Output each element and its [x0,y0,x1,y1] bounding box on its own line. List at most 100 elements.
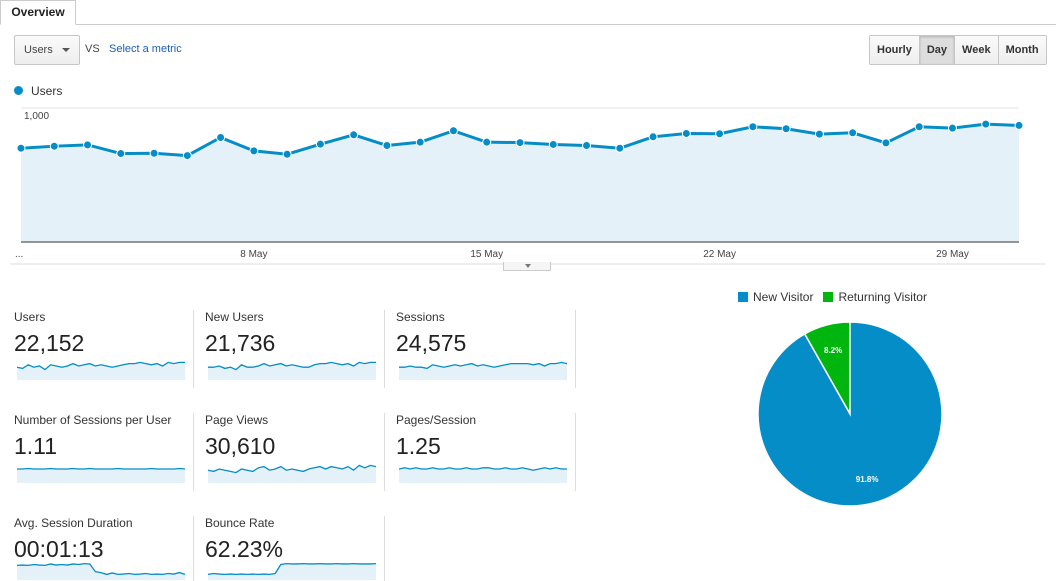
chart-legend: Users [14,84,62,98]
metric-label: Bounce Rate [205,516,275,530]
sparkline-area [208,362,376,380]
legend-label: Returning Visitor [838,290,927,304]
sparkline-line [16,562,186,576]
metric-tile-pages-per-session[interactable]: Pages/Session 1.25 [396,413,576,491]
metric-tile-users[interactable]: Users 22,152 [14,310,194,388]
data-point[interactable] [83,140,93,150]
legend-item-new-visitor[interactable]: New Visitor [738,290,813,304]
data-point[interactable] [914,122,924,132]
metric-value: 30,610 [205,433,276,459]
data-point[interactable] [881,138,891,148]
metric-value: 22,152 [14,330,85,356]
tab-overview[interactable]: Overview [0,0,76,25]
metric-label: Sessions [396,310,445,324]
data-point[interactable] [548,139,558,149]
data-point[interactable] [282,149,292,159]
sparkline [207,464,377,483]
data-point[interactable] [648,132,658,142]
x-tick-label: 22 May [703,249,736,260]
data-point[interactable] [515,138,525,148]
sparkline-area [17,563,185,580]
sparkline [207,562,377,580]
sparkline-area [17,468,185,483]
sparkline-area [399,467,567,483]
data-point[interactable] [448,126,458,136]
metric-tile-new-users[interactable]: New Users 21,736 [205,310,385,388]
collapse-chart-toggle[interactable] [503,262,551,271]
metric-tile-bounce-rate[interactable]: Bounce Rate 62.23% [205,516,385,581]
data-point[interactable] [748,122,758,132]
tab-bar: Overview [0,0,1056,25]
metric-label: Users [14,310,46,324]
metric-select[interactable]: Users [14,35,80,65]
metric-value: 1.11 [14,433,58,459]
period-week-button[interactable]: Week [955,36,999,64]
metric-tile-avg-session-duration[interactable]: Avg. Session Duration 00:01:13 [14,516,194,581]
data-point[interactable] [182,151,192,161]
metric-label: Pages/Session [396,413,477,427]
metric-value: 21,736 [205,330,276,356]
data-point[interactable] [681,128,691,138]
pie-slice-new-visitor[interactable] [757,321,943,507]
pie-slice-label: 91.8% [856,475,879,484]
legend-label: New Visitor [753,290,814,304]
sparkline [16,361,185,380]
x-tick-label: 29 May [936,249,969,260]
data-point[interactable] [947,123,957,133]
data-point[interactable] [482,137,492,147]
sparkline-line [398,467,567,471]
legend-swatch [738,292,748,302]
vs-label: VS [85,43,100,55]
data-point[interactable] [216,132,226,142]
data-point[interactable] [382,141,392,151]
x-tick-label: 15 May [470,249,503,260]
sparkline [17,467,186,483]
metric-tile-sessions[interactable]: Sessions 24,575 [396,310,576,388]
sparkline-line [399,361,568,370]
period-toggle: Hourly Day Week Month [869,35,1047,65]
data-point[interactable] [582,141,592,151]
data-point[interactable] [415,137,425,147]
data-point[interactable] [116,149,126,159]
data-point[interactable] [349,130,359,140]
data-point[interactable] [848,128,858,138]
legend-item-returning-visitor[interactable]: Returning Visitor [823,290,927,304]
metric-tile-sessions-per-user[interactable]: Number of Sessions per User 1.11 [14,413,194,491]
sparkline-line [207,562,377,576]
chevron-down-icon [62,48,70,52]
data-point[interactable] [981,119,991,129]
sparkline-line [208,361,376,371]
legend-dot-icon [14,86,23,95]
metric-tile-page-views[interactable]: Page Views 30,610 [205,413,385,491]
visitor-pie-chart: 8.2% 91.8% [757,321,943,507]
y-tick-label: 1,000 [24,111,49,122]
legend-swatch [823,292,834,302]
data-point[interactable] [149,148,159,158]
data-point[interactable] [781,124,791,134]
x-tick-label: ... [15,249,23,260]
data-point[interactable] [715,129,725,139]
pie-slice-label: 8.2% [824,346,842,355]
period-month-button[interactable]: Month [998,36,1046,64]
select-metric-link[interactable]: Select a metric [109,43,182,55]
sparkline-line [16,361,185,371]
period-day-button[interactable]: Day [919,36,956,64]
pie-legend: New Visitor Returning Visitor [738,290,937,304]
data-point[interactable] [1014,120,1024,130]
metric-value: 62.23% [205,536,284,562]
data-point[interactable] [315,139,325,149]
data-point[interactable] [814,129,824,139]
metric-value: 1.25 [396,433,441,459]
data-point[interactable] [49,141,59,151]
data-point[interactable] [16,143,26,153]
sparkline [399,361,568,380]
sparkline [16,562,186,580]
data-point[interactable] [615,143,625,153]
period-hourly-button[interactable]: Hourly [870,36,920,64]
metric-value: 00:01:13 [14,536,104,562]
data-point[interactable] [249,146,259,156]
legend-series-label: Users [31,84,63,98]
metric-value: 24,575 [396,330,467,356]
sparkline [398,467,567,483]
